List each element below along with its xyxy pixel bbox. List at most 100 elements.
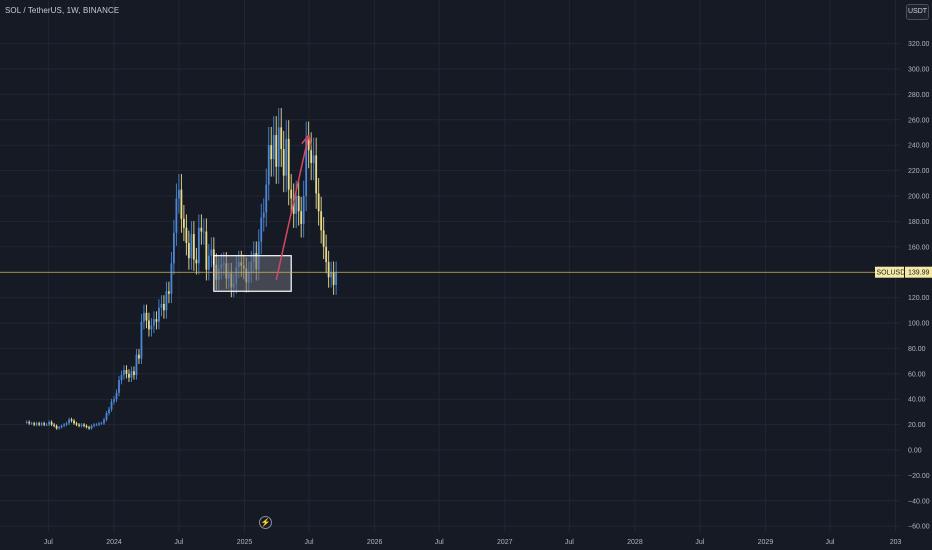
candle-body (180, 189, 183, 219)
candle-body (187, 242, 190, 259)
price-tick-label: 320.00 (908, 41, 930, 48)
currency-unit-button[interactable]: USDT (906, 4, 929, 20)
candle-body (175, 198, 178, 233)
candle-body (65, 423, 68, 425)
support-zone-box (213, 255, 292, 292)
candle-body (330, 272, 333, 278)
last-price-label: 139.99 (908, 270, 930, 277)
price-tick-label: 260.00 (908, 117, 930, 124)
projection-arrowhead (307, 134, 312, 146)
candle-body (173, 232, 175, 264)
candle-body (25, 422, 28, 423)
candle-body (265, 184, 268, 213)
price-tick-label: 240.00 (908, 143, 930, 150)
candle-body (43, 423, 46, 425)
candle-body (320, 211, 323, 231)
price-tick-label: 20.00 (908, 422, 926, 429)
candle-body (73, 420, 75, 424)
candle-body (140, 321, 143, 359)
candle-body (305, 140, 308, 196)
time-tick-label: 2025 (237, 539, 253, 546)
price-tick-label: 120.00 (908, 295, 930, 302)
candle-body (63, 424, 65, 426)
candle-body (335, 272, 338, 285)
candle-body (295, 196, 298, 214)
candle-body (322, 230, 325, 247)
candle-body (153, 319, 155, 326)
time-tick-label: Jul (565, 539, 574, 546)
candle-body (165, 291, 168, 311)
candle-body (45, 424, 48, 426)
candle-body (108, 409, 110, 414)
time-tick-label: Jul (435, 539, 444, 546)
candle-body (90, 425, 93, 429)
candle-body (113, 399, 115, 402)
candle-body (332, 272, 335, 285)
candle-body (200, 227, 203, 232)
candle-body (287, 138, 290, 190)
price-tick-label: 100.00 (908, 321, 930, 328)
price-tick-label: 200.00 (908, 194, 930, 201)
candle-body (93, 424, 95, 426)
candle-body (105, 413, 108, 420)
price-axis[interactable]: 320.00 300.00 280.00 260.00 240.00 220.00 200.… (875, 41, 932, 531)
last-price-tag (905, 266, 932, 278)
candle-body (158, 307, 160, 322)
candle-body (123, 369, 125, 376)
candle-body (83, 424, 85, 426)
candle-body (135, 354, 138, 376)
candle-body (50, 422, 53, 425)
time-axis[interactable]: Jul 2024 Jul 2025 Jul 2026 Jul 2027 Jul 2028 Jul 20… (44, 539, 902, 546)
time-tick-label: Jul (825, 539, 834, 546)
time-tick-label: 2026 (367, 539, 383, 546)
candle-body (280, 127, 283, 150)
candle-body (88, 427, 90, 429)
candle-body (38, 423, 41, 425)
candle-body (55, 425, 58, 429)
symbol-tag (875, 266, 904, 278)
candle-body (125, 369, 128, 374)
annotations (0, 134, 900, 292)
candle-body (28, 422, 31, 424)
projection-arrow (275, 134, 310, 280)
time-tick-label: Jul (174, 539, 183, 546)
candle-body (48, 422, 51, 425)
price-tick-label: 300.00 (908, 67, 930, 74)
time-tick-label: Jul (44, 539, 53, 546)
candle-body (307, 140, 310, 151)
candle-body (40, 423, 43, 425)
candle-body (35, 423, 38, 425)
price-tick-label: 60.00 (908, 371, 926, 378)
candle-body (128, 373, 130, 378)
event-marker-icon[interactable]: ⚡ (259, 516, 272, 529)
price-tick-label: −60.00 (908, 524, 930, 531)
candle-body (133, 371, 135, 376)
candle-body (80, 424, 83, 426)
candle-body (75, 423, 78, 425)
candle-body (190, 234, 193, 259)
price-tick-label: 280.00 (908, 92, 930, 99)
candle-body (260, 217, 263, 242)
candle-body (262, 212, 265, 218)
candle-body (270, 145, 273, 160)
candle-body (170, 263, 173, 294)
price-tick-label: 80.00 (908, 346, 926, 353)
candle-body (310, 150, 313, 163)
price-tick-label: 0.00 (908, 448, 922, 455)
candle-body (118, 380, 120, 393)
candle-body (110, 401, 113, 410)
symbol-tag-label: SOLUSDT (877, 270, 911, 277)
candle-body (272, 135, 275, 160)
candle-body (155, 319, 158, 322)
price-tick-label: 40.00 (908, 397, 926, 404)
price-tick-label: 220.00 (908, 168, 930, 175)
candle-body (192, 234, 195, 260)
candle-body (100, 423, 103, 425)
candle-body (315, 155, 318, 194)
candle-body (325, 246, 328, 263)
candle-body (78, 424, 80, 426)
candle-body (115, 392, 118, 400)
price-tick-label: −20.00 (908, 473, 930, 480)
candle-body (290, 189, 293, 199)
